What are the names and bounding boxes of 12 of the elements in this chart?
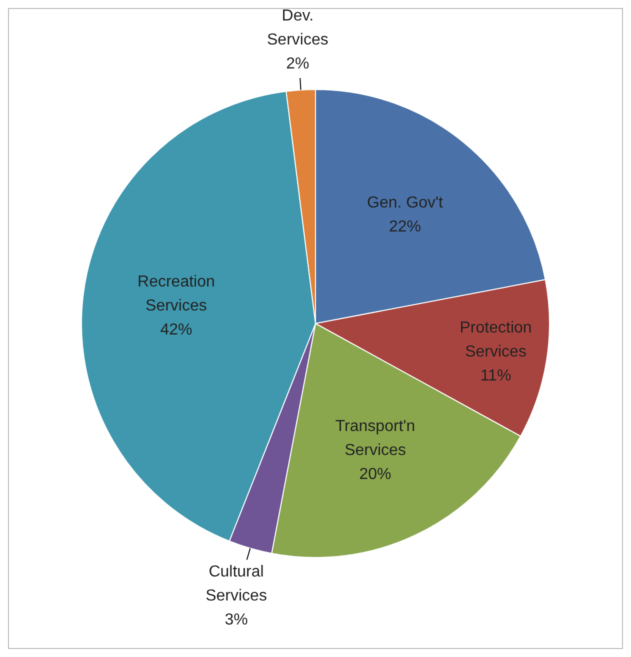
slice-label: Cultural Services: [206, 564, 267, 605]
data-label: 20%: [359, 466, 392, 483]
slice-label: Transport'n Services: [335, 418, 416, 459]
slice-label: Protection Services: [460, 319, 532, 360]
data-label: 22%: [388, 218, 422, 236]
slice-label: Recreation Services: [138, 273, 215, 314]
slice-label: Dev. Services: [266, 7, 328, 48]
slice-label: Gen. Gov't: [367, 194, 444, 212]
data-label: 42%: [160, 321, 192, 338]
data-label: 2%: [286, 55, 310, 72]
data-label: 3%: [224, 612, 248, 629]
data-label: 11%: [480, 367, 512, 384]
